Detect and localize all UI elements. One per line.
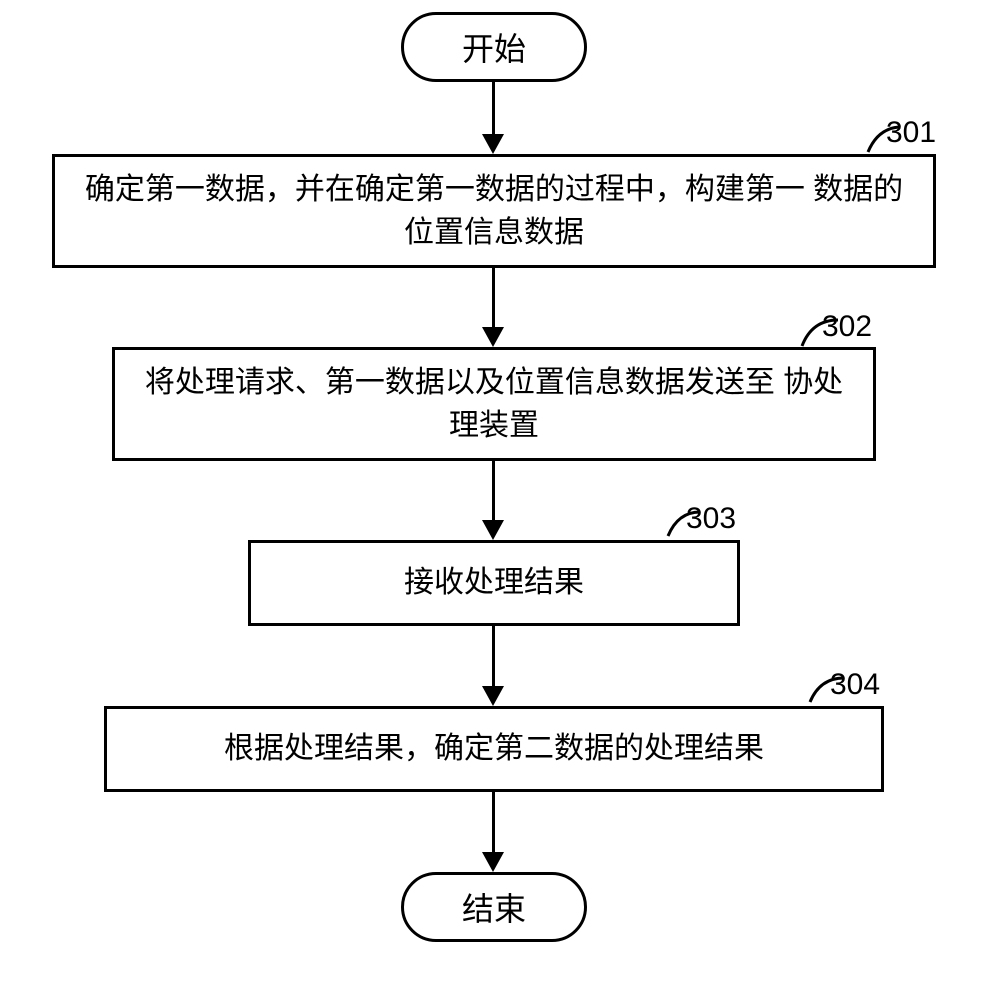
arrow-line-3	[492, 626, 495, 686]
arrow-head-4	[482, 852, 504, 872]
arrow-line-0	[492, 82, 495, 134]
arrow-line-4	[492, 792, 495, 852]
arrow-head-0	[482, 134, 504, 154]
flowchart-container: 开始 确定第一数据，并在确定第一数据的过程中，构建第一 数据的位置信息数据 将处…	[0, 0, 987, 1000]
arrow-head-3	[482, 686, 504, 706]
arrow-head-1	[482, 327, 504, 347]
arrow-line-1	[492, 268, 495, 327]
arrow-head-2	[482, 520, 504, 540]
arrow-line-2	[492, 461, 495, 520]
